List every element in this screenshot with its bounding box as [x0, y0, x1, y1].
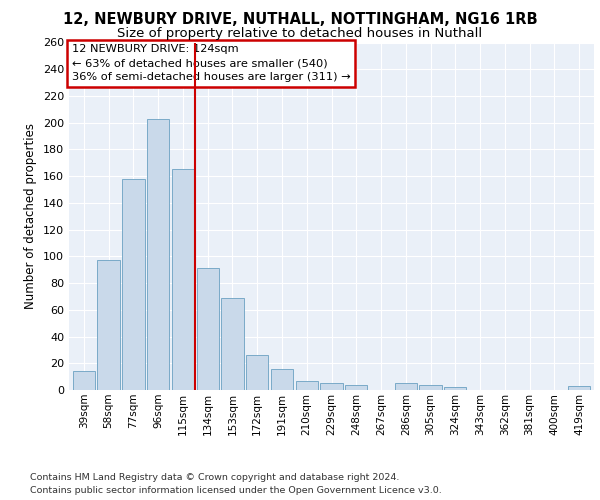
Bar — [395, 384, 417, 390]
Bar — [345, 384, 367, 390]
Bar — [172, 170, 194, 390]
Bar — [444, 388, 466, 390]
Bar — [97, 260, 120, 390]
Bar — [419, 384, 442, 390]
Bar — [271, 368, 293, 390]
Text: Contains public sector information licensed under the Open Government Licence v3: Contains public sector information licen… — [30, 486, 442, 495]
Bar — [197, 268, 219, 390]
Bar — [568, 386, 590, 390]
Bar — [246, 355, 268, 390]
Text: 12, NEWBURY DRIVE, NUTHALL, NOTTINGHAM, NG16 1RB: 12, NEWBURY DRIVE, NUTHALL, NOTTINGHAM, … — [62, 12, 538, 28]
Y-axis label: Number of detached properties: Number of detached properties — [25, 123, 37, 309]
Text: Contains HM Land Registry data © Crown copyright and database right 2024.: Contains HM Land Registry data © Crown c… — [30, 472, 400, 482]
Bar — [320, 384, 343, 390]
Text: Size of property relative to detached houses in Nuthall: Size of property relative to detached ho… — [118, 28, 482, 40]
Bar — [147, 118, 169, 390]
Text: 12 NEWBURY DRIVE: 124sqm
← 63% of detached houses are smaller (540)
36% of semi-: 12 NEWBURY DRIVE: 124sqm ← 63% of detach… — [71, 44, 350, 82]
Bar — [73, 372, 95, 390]
Bar — [221, 298, 244, 390]
Bar — [122, 179, 145, 390]
Bar — [296, 380, 318, 390]
